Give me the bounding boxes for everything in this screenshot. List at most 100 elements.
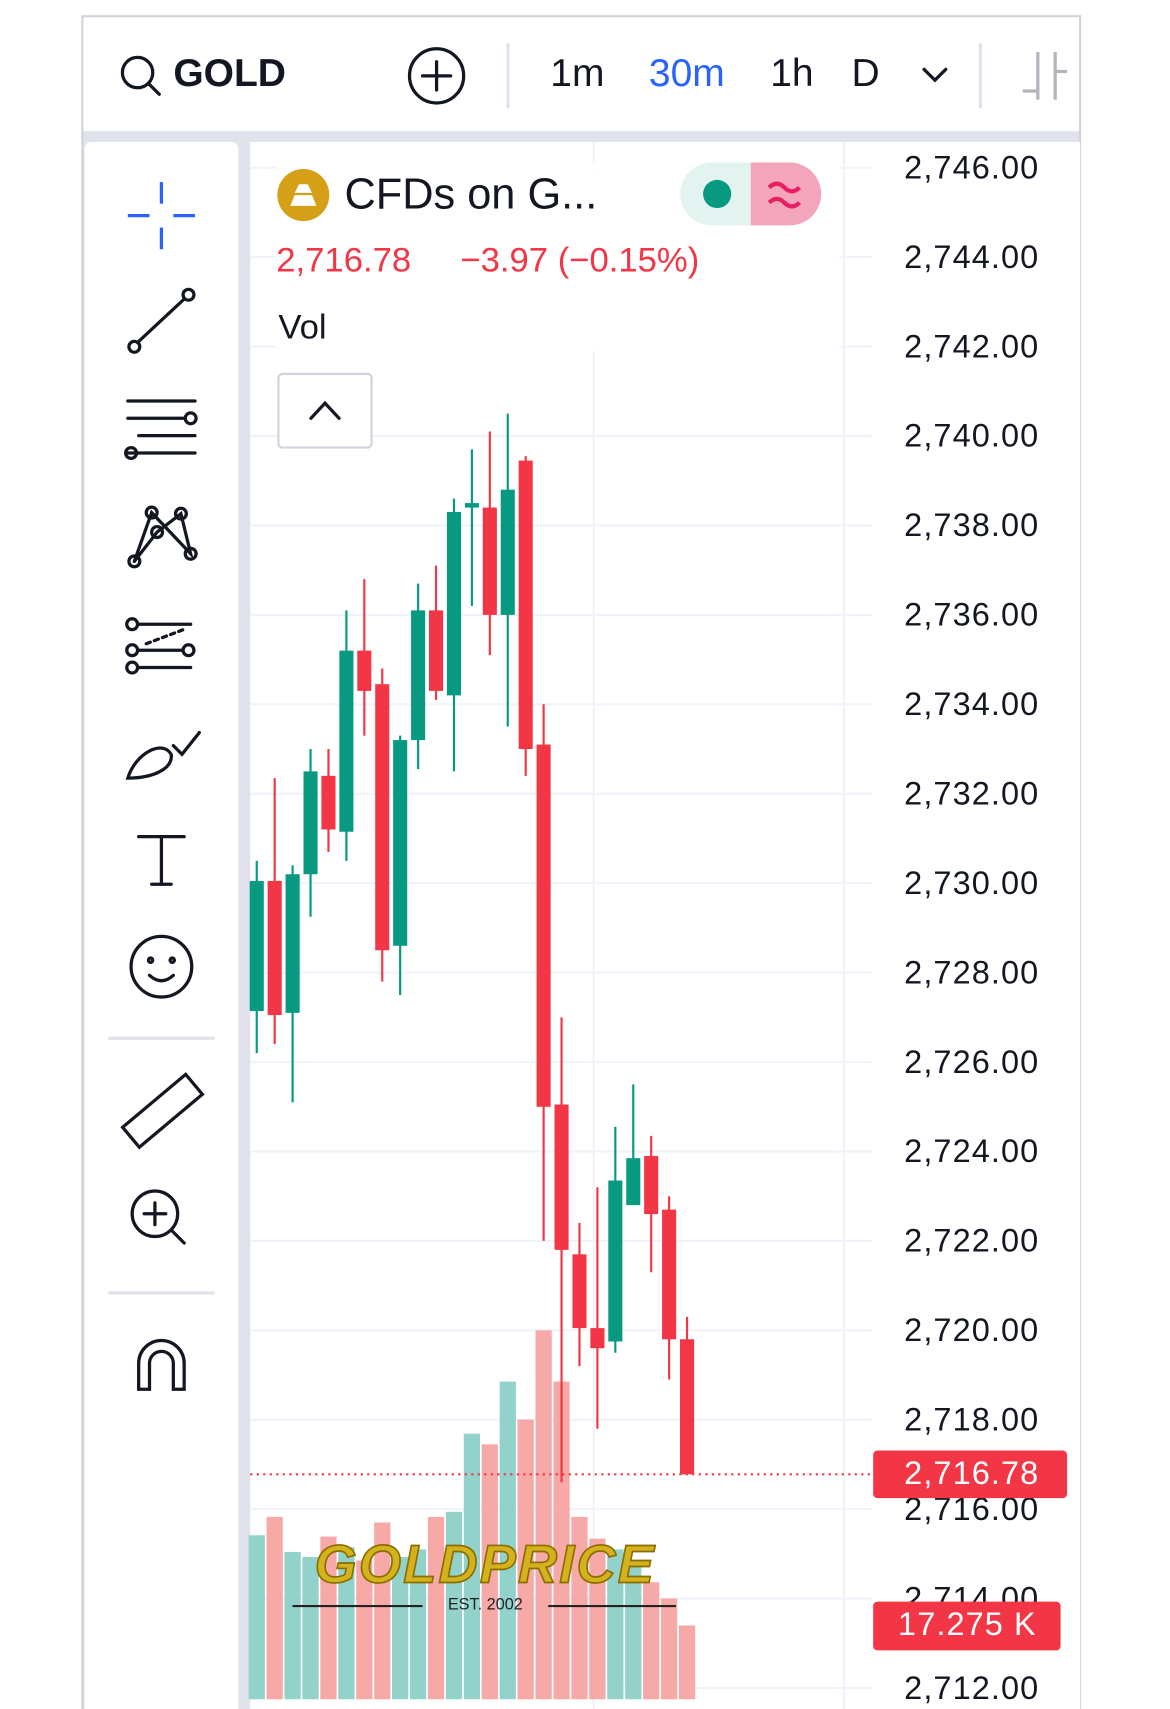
y-tick-label: 2,724.00 bbox=[904, 1133, 1039, 1169]
interval[interactable]: 1h bbox=[770, 52, 813, 95]
forecast-tool[interactable] bbox=[125, 617, 196, 675]
chart-type-icon[interactable] bbox=[1022, 52, 1068, 100]
volume-bar bbox=[481, 1444, 498, 1700]
candle-body bbox=[357, 650, 372, 691]
volume-bar bbox=[660, 1598, 678, 1700]
last-price-label: 2,716.78 bbox=[904, 1455, 1039, 1491]
symbol-name[interactable]: CFDs on G... bbox=[345, 171, 598, 219]
candle-body bbox=[680, 1339, 695, 1475]
magnet-tool[interactable] bbox=[137, 1338, 186, 1391]
candle-body bbox=[482, 507, 497, 615]
volume-bar bbox=[571, 1516, 588, 1700]
volume-bar bbox=[284, 1551, 301, 1700]
emoji-tool[interactable] bbox=[129, 934, 194, 999]
volume-bar bbox=[678, 1625, 696, 1700]
plot bbox=[248, 166, 873, 1700]
y-tick-label: 2,736.00 bbox=[904, 597, 1039, 633]
market-open-dot bbox=[703, 179, 732, 209]
volume-label: 17.275 K bbox=[898, 1606, 1037, 1642]
gold-icon bbox=[277, 169, 330, 222]
candle-body bbox=[608, 1180, 623, 1342]
text-tool[interactable] bbox=[137, 834, 186, 886]
volume-bar bbox=[643, 1582, 660, 1700]
crosshair-tool[interactable] bbox=[127, 182, 195, 250]
candle-body bbox=[249, 880, 264, 1012]
interval-dropdown[interactable] bbox=[922, 67, 948, 83]
volume-bar bbox=[266, 1516, 283, 1700]
candle-body bbox=[464, 503, 479, 508]
volume-bar bbox=[320, 1536, 337, 1700]
volume-bar bbox=[374, 1522, 391, 1700]
fib-tool[interactable] bbox=[124, 399, 198, 461]
volume-bar bbox=[607, 1549, 624, 1700]
add-symbol[interactable] bbox=[407, 47, 466, 105]
volume-bar bbox=[517, 1419, 534, 1700]
y-tick-label: 2,718.00 bbox=[904, 1402, 1039, 1438]
candle-body bbox=[554, 1104, 569, 1250]
volume-bar bbox=[589, 1538, 606, 1700]
candle-body bbox=[267, 880, 282, 1016]
interval-active[interactable]: 30m bbox=[649, 52, 725, 95]
volume-bar bbox=[392, 1557, 409, 1700]
y-tick-label: 2,726.00 bbox=[904, 1044, 1039, 1080]
y-tick-label: 2,746.00 bbox=[904, 149, 1039, 185]
candle-body bbox=[321, 775, 336, 830]
candle-body bbox=[572, 1254, 587, 1329]
price-change: −3.97 (−0.15%) bbox=[460, 241, 699, 279]
ruler-tool[interactable] bbox=[120, 1072, 205, 1150]
candle-body bbox=[393, 740, 408, 946]
brush-tool[interactable] bbox=[125, 730, 201, 780]
candle-body bbox=[590, 1328, 605, 1349]
candle-body bbox=[500, 489, 515, 615]
drawing-toolbar bbox=[84, 141, 239, 1709]
last-price: 2,716.78 bbox=[276, 241, 411, 279]
candle-body bbox=[644, 1155, 659, 1215]
interval[interactable]: 1m bbox=[550, 52, 604, 95]
search-icon[interactable] bbox=[120, 55, 161, 96]
y-tick-label: 2,712.00 bbox=[904, 1670, 1039, 1706]
approx-icon bbox=[767, 181, 802, 209]
watermark: GOLDPRICE EST. 2002 bbox=[292, 1534, 676, 1613]
last-price-box bbox=[873, 1450, 1068, 1499]
y-tick-label: 2,744.00 bbox=[904, 239, 1039, 275]
watermark-brand: GOLDPRICE bbox=[315, 1534, 656, 1594]
candle-body bbox=[662, 1209, 677, 1340]
top-toolbar bbox=[83, 17, 1079, 132]
y-tick-label: 2,734.00 bbox=[904, 686, 1039, 722]
candle-body bbox=[375, 684, 390, 951]
volume-legend: Vol bbox=[278, 309, 326, 347]
volume-bar bbox=[463, 1433, 481, 1700]
volume-label-box bbox=[873, 1601, 1061, 1651]
candle-body bbox=[446, 512, 462, 696]
collapse-chevron bbox=[309, 400, 341, 420]
volume-bar bbox=[248, 1535, 265, 1700]
y-tick-label: 2,720.00 bbox=[904, 1312, 1039, 1348]
volume-bar bbox=[625, 1560, 642, 1700]
candle-body bbox=[518, 460, 533, 750]
candle-body bbox=[429, 610, 444, 691]
y-tick-label: 2,738.00 bbox=[904, 507, 1039, 543]
symbol[interactable]: GOLD bbox=[173, 52, 286, 95]
y-tick-label: 2,728.00 bbox=[904, 954, 1039, 990]
volume-bar bbox=[535, 1330, 552, 1700]
y-tick-label: 2,722.00 bbox=[904, 1223, 1039, 1259]
volume-bar bbox=[553, 1381, 570, 1700]
volume-bar bbox=[409, 1549, 427, 1700]
zoom-tool[interactable] bbox=[130, 1189, 186, 1245]
candle-body bbox=[536, 744, 551, 1107]
y-tick-label: 2,732.00 bbox=[904, 775, 1039, 811]
candle-body bbox=[303, 771, 318, 875]
watermark-est: EST. 2002 bbox=[448, 1595, 523, 1613]
y-tick-label: 2,730.00 bbox=[904, 865, 1039, 901]
volume-bar bbox=[356, 1560, 373, 1700]
volume-bar bbox=[445, 1511, 463, 1700]
status-pill-right bbox=[750, 162, 822, 226]
y-tick-label: 2,740.00 bbox=[904, 418, 1039, 454]
interval[interactable]: D bbox=[851, 52, 879, 95]
trendline-tool[interactable] bbox=[127, 287, 196, 354]
pattern-tool[interactable] bbox=[127, 505, 198, 569]
collapse-button[interactable] bbox=[277, 372, 373, 449]
candle-body bbox=[285, 874, 300, 1013]
volume-bar bbox=[338, 1547, 355, 1700]
